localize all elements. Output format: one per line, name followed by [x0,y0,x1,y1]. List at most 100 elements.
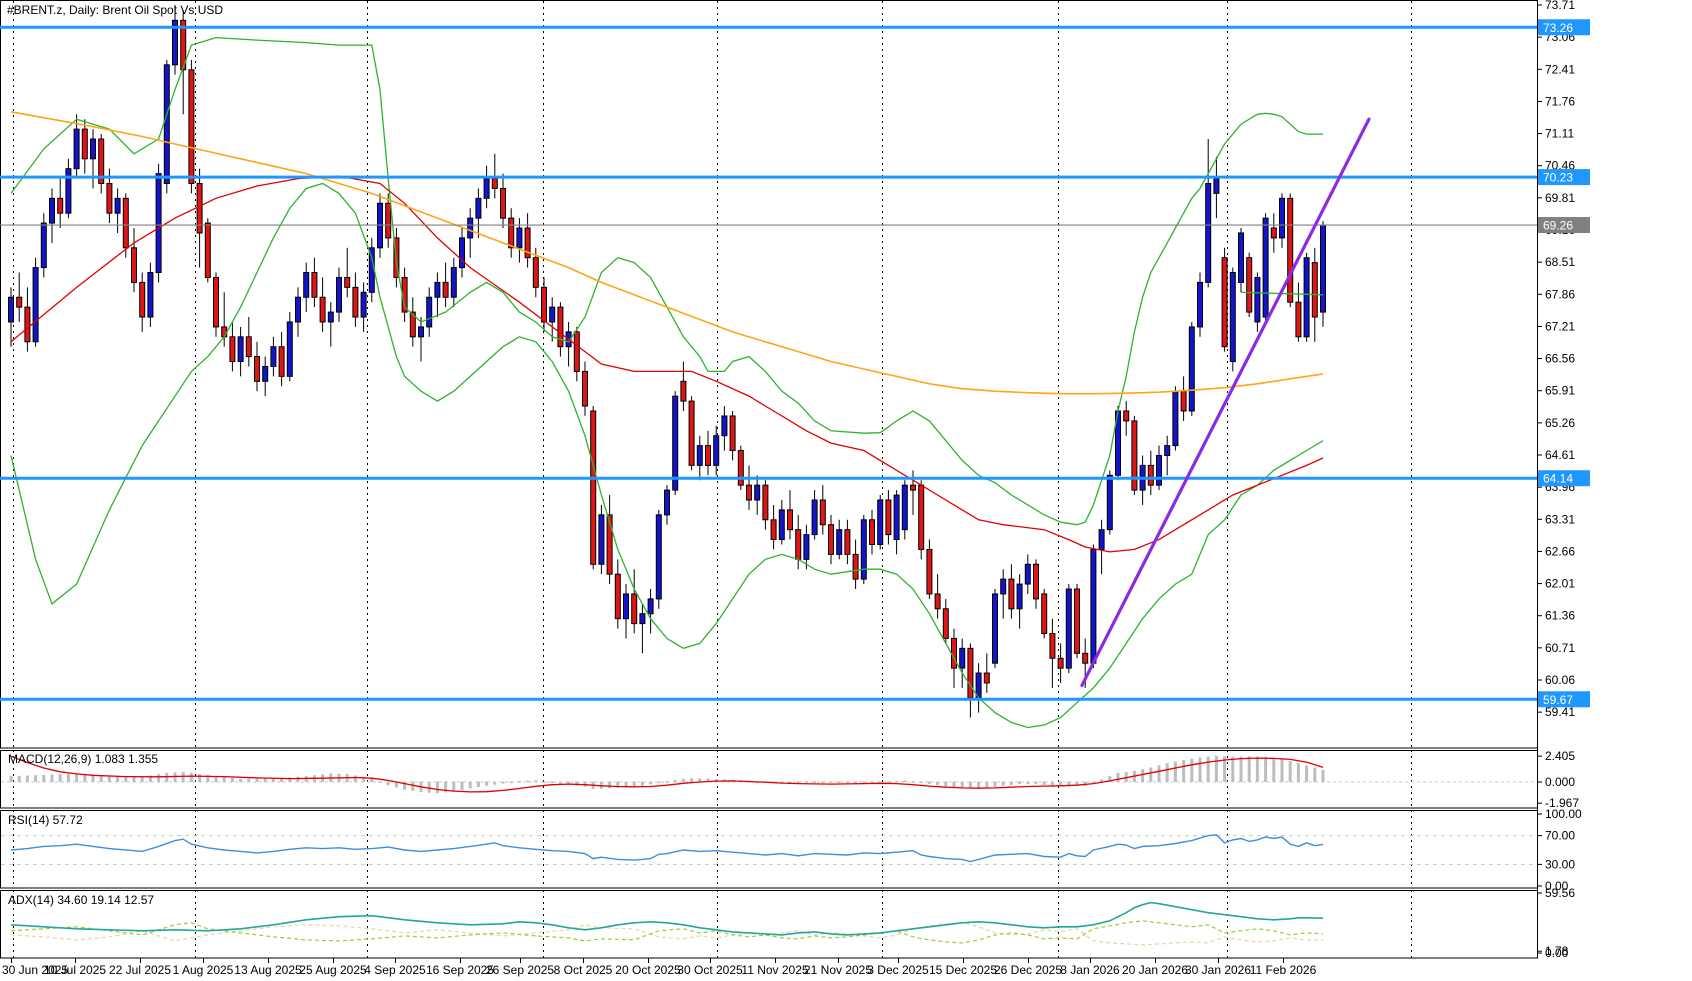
candle-bull [450,267,457,298]
macd-histogram-bar [1100,779,1104,782]
macd-histogram-bar [304,776,308,782]
macd-histogram-bar [952,781,956,788]
hline-price-chip [1538,691,1590,708]
macd-histogram-bar [960,781,964,788]
candle-bull [639,613,646,625]
macd-histogram-bar [25,775,29,782]
macd-histogram-bar [124,776,128,782]
macd-histogram-bar [9,776,13,782]
candle-bear [787,509,793,531]
candle-bull [1213,178,1220,194]
candle-bull [360,291,367,318]
candle-bear [614,573,621,620]
macd-histogram-bar [1190,758,1194,782]
hline-price-chip [1538,19,1590,36]
macd-histogram-bar [640,781,644,786]
macd-histogram-bar [189,772,193,782]
price-tick-label: 65.26 [1545,416,1575,430]
macd-histogram-bar [1116,772,1120,782]
macd-histogram-bar [411,781,415,791]
candle-bear [606,514,613,575]
trendline[interactable] [1080,117,1371,688]
adx-tick-label: 1.78 [1545,944,1569,958]
candle-bear [1033,563,1039,600]
date-tick-label: 11 Nov 2025 [741,963,808,977]
candle-bull [327,311,334,323]
macd-histogram-bar [444,781,448,793]
candle-bear [1131,420,1138,491]
rsi-indicator-label: RSI(14) 57.72 [8,813,83,827]
macd-histogram-bar [1059,781,1063,786]
macd-histogram-bar [690,778,694,782]
candle-bull [303,272,310,298]
candle-bull [147,272,154,318]
macd-histogram-bar [936,781,940,786]
candle-bear [1008,578,1015,610]
candle-bull [1106,474,1113,531]
macd-histogram-bar [386,781,390,786]
candle-bear [926,548,933,595]
macd-histogram-bar [804,781,808,784]
macd-histogram-bar [1141,769,1145,782]
macd-histogram-bar [66,774,70,782]
candle-bear [557,306,564,348]
adx-tick-label: 0.00 [1545,946,1569,960]
macd-histogram-bar [214,775,218,782]
candle-bear [1074,588,1080,654]
candle-bear [1057,657,1064,669]
candle-bull [1065,588,1072,669]
macd-histogram-bar [509,781,513,783]
macd-panel [1,755,1537,794]
candle-bear [229,336,236,363]
macd-histogram-bar [1157,765,1161,782]
candle-bull [475,197,482,219]
macd-histogram-bar [468,781,472,789]
candle-bear [688,400,695,466]
macd-histogram-bar [903,780,907,782]
candle-bull [65,168,72,214]
price-tick-label: 67.21 [1545,319,1575,333]
candle-bull [877,499,884,545]
macd-histogram-bar [1288,761,1292,782]
macd-histogram-bar [435,781,439,794]
macd-histogram-bar [657,781,661,784]
macd-histogram-bar [599,781,603,789]
macd-histogram-bar [1321,769,1325,782]
hline-price-chip [1538,470,1590,487]
candle-bull [647,598,654,615]
date-tick-label: 30 Jun 2025 [2,963,68,977]
candle-bear [1287,197,1294,303]
bollinger-upper-band [10,36,1323,526]
rsi-panel [1,834,1537,865]
macd-histogram-bar [698,778,702,782]
candle-bear [196,183,203,234]
candle-bear [590,410,597,565]
candle-bear [106,183,113,214]
macd-histogram-bar [378,781,382,783]
macd-histogram-bar [1280,758,1284,782]
macd-histogram-bar [1255,756,1259,782]
price-tick-label: 67.86 [1545,287,1575,301]
date-tick-label: 8 Oct 2025 [554,963,613,977]
price-tick-label: 61.36 [1545,609,1575,623]
candle-bull [1229,272,1236,363]
date-tick-label: 30 Jan 2026 [1185,963,1251,977]
candle-bull [172,19,178,66]
hline-price-chip [1538,169,1590,186]
candle-bear [967,647,974,699]
macd-histogram-bar [17,775,21,782]
macd-histogram-bar [1001,781,1005,786]
macd-histogram-bar [649,781,653,785]
macd-histogram-bar [1296,763,1300,782]
candle-bear [942,608,949,639]
macd-histogram-bar [1009,781,1013,785]
candle-bull [516,227,523,249]
macd-histogram-bar [1206,756,1210,782]
price-chip-label: 69.26 [1543,219,1573,233]
macd-histogram-bar [34,775,38,782]
candle-bull [467,217,474,239]
candle-bull [262,365,269,382]
candle-bear [139,281,146,318]
candle-bear [1123,410,1130,422]
